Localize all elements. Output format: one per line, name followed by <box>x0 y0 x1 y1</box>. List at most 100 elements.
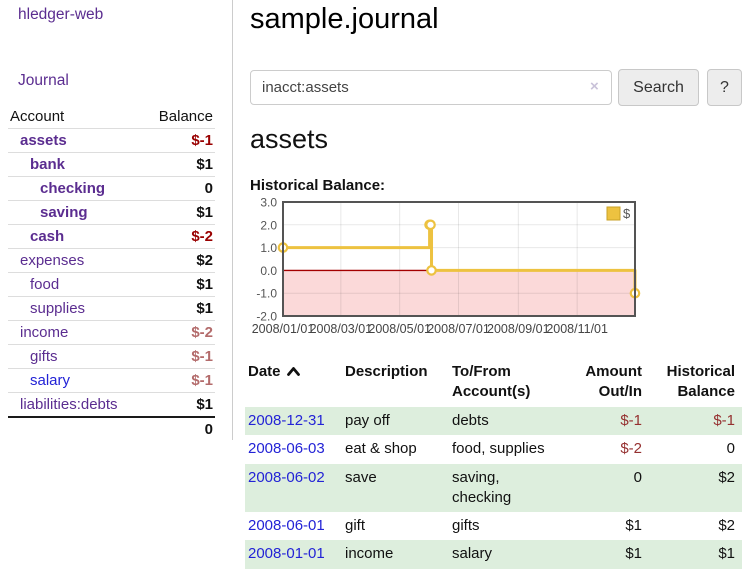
accounts-col-balance: Balance <box>158 107 213 125</box>
account-balance: 0 <box>204 180 213 197</box>
transaction-date-link[interactable]: 2008-06-03 <box>248 440 325 458</box>
x-tick-label: 2008/05/01 <box>368 322 431 336</box>
transaction-accounts: saving, checking <box>452 468 512 506</box>
sidebar-divider <box>232 0 233 440</box>
negative-region <box>283 270 635 316</box>
y-tick-label: 0.0 <box>260 264 277 278</box>
account-row: salary $-1 <box>8 368 215 392</box>
account-balance: $-1 <box>191 348 213 365</box>
y-tick-label: -1.0 <box>256 287 277 301</box>
y-tick-label: 3.0 <box>260 198 277 210</box>
account-link-supplies[interactable]: supplies <box>30 300 86 317</box>
account-row: food $1 <box>8 272 215 296</box>
register-col-date-label: Date <box>248 363 281 380</box>
register-col-amount: Amount Out/In <box>585 363 642 400</box>
accounts-table: Account Balance assets $-1 bank $1 check… <box>8 104 215 441</box>
data-point-marker <box>425 219 436 231</box>
transaction-description: save <box>345 468 377 486</box>
accounts-header: Account Balance <box>8 104 215 128</box>
legend-swatch <box>606 206 621 221</box>
transaction-balance: $1 <box>718 545 735 563</box>
x-tick-label: 2008/09/01 <box>487 322 550 336</box>
account-link-checking[interactable]: checking <box>40 180 106 197</box>
account-link-food[interactable]: food <box>30 276 60 293</box>
transaction-balance: $2 <box>718 468 735 486</box>
transaction-date-link[interactable]: 2008-01-01 <box>248 545 325 563</box>
legend-label: $ <box>623 206 631 221</box>
account-balance: $1 <box>196 396 213 413</box>
account-balance: $1 <box>196 300 213 317</box>
account-row: cash $-2 <box>8 224 215 248</box>
balance-chart-svg: $3.0 2.0 1.0 0.0 -1.0 -2.02008/01/012008/03/0… <box>252 196 641 336</box>
account-row: expenses $2 <box>8 248 215 272</box>
transaction-accounts: food, supplies <box>452 440 545 458</box>
register-row: 2008-12-31 pay off debts $-1 $-1 <box>245 407 742 436</box>
search-form: × Search ? <box>250 69 742 106</box>
account-balance: $-2 <box>191 228 213 245</box>
transaction-amount: $1 <box>625 517 642 534</box>
account-row: bank $1 <box>8 152 215 176</box>
transaction-balance: $-1 <box>713 412 735 429</box>
transaction-accounts: gifts <box>452 517 480 534</box>
chart-title: Historical Balance: <box>250 177 386 194</box>
accounts-total-value: 0 <box>204 421 213 438</box>
account-link-liabilities-debts[interactable]: liabilities:debts <box>20 396 118 413</box>
account-link-saving[interactable]: saving <box>40 204 88 221</box>
accounts-total-row: 0 <box>8 416 215 441</box>
transaction-date-link[interactable]: 2008-12-31 <box>248 412 325 429</box>
account-balance: $1 <box>196 204 213 221</box>
clear-search-icon[interactable]: × <box>590 78 599 95</box>
transaction-amount: $-2 <box>620 440 642 458</box>
search-button[interactable]: Search <box>618 69 699 106</box>
historical-balance-chart: $3.0 2.0 1.0 0.0 -1.0 -2.0 2008/01/01 2008/03/0… <box>245 196 645 346</box>
account-link-bank[interactable]: bank <box>30 156 66 173</box>
account-link-salary[interactable]: salary <box>30 372 71 389</box>
register-row: 2008-06-03 eat & shop food, supplies $-2… <box>245 435 742 463</box>
register-col-description: Description <box>345 363 428 380</box>
account-balance: $1 <box>196 276 213 293</box>
account-balance: $-1 <box>191 372 213 389</box>
account-link-income[interactable]: income <box>20 324 69 341</box>
register-row: 2008-06-02 save saving, checking 0 $2 <box>245 463 742 512</box>
y-tick-label: 2.0 <box>260 218 277 232</box>
transaction-amount: $-1 <box>620 412 642 429</box>
account-row: checking 0 <box>8 176 215 200</box>
account-link-assets[interactable]: assets <box>20 132 67 149</box>
account-row: supplies $1 <box>8 296 215 320</box>
help-button[interactable]: ? <box>707 69 742 106</box>
chart-border <box>282 201 636 317</box>
transaction-amount: $1 <box>625 545 642 563</box>
accounts-col-account: Account <box>10 107 65 125</box>
brand-link[interactable]: hledger-web <box>18 6 104 23</box>
account-balance: $2 <box>196 252 213 269</box>
account-balance: $1 <box>196 156 213 173</box>
transaction-balance: 0 <box>726 440 735 458</box>
sort-ascending-icon <box>286 367 300 376</box>
account-row: assets $-1 <box>8 128 215 152</box>
transaction-balance: $2 <box>718 517 735 534</box>
transaction-description: gift <box>345 517 366 534</box>
account-link-cash[interactable]: cash <box>30 228 65 245</box>
transaction-description: pay off <box>345 412 390 429</box>
account-balance: $-2 <box>191 324 213 341</box>
transaction-date-link[interactable]: 2008-06-01 <box>248 517 325 534</box>
sidebar-item-journal[interactable]: Journal <box>18 72 69 89</box>
transaction-date-link[interactable]: 2008-06-02 <box>248 468 325 486</box>
account-row: gifts $-1 <box>8 344 215 368</box>
transaction-accounts: debts <box>452 412 489 429</box>
x-tick-label: 2008/03/01 <box>310 322 373 336</box>
account-balance: $-1 <box>191 132 213 149</box>
account-row: saving $1 <box>8 200 215 224</box>
register-row: 2008-06-01 gift gifts $1 $2 <box>245 512 742 540</box>
transaction-amount: 0 <box>633 468 642 486</box>
register-col-balance: Historical Balance <box>666 363 735 400</box>
y-tick-label: -2.0 <box>256 310 277 324</box>
x-tick-label: 2008/07/01 <box>427 322 490 336</box>
account-heading: assets <box>250 124 329 154</box>
register-col-date[interactable]: Date <box>245 360 342 407</box>
transaction-description: eat & shop <box>345 440 417 458</box>
account-link-gifts[interactable]: gifts <box>30 348 58 365</box>
account-link-expenses[interactable]: expenses <box>20 252 85 269</box>
search-input[interactable] <box>250 70 612 105</box>
register-row: 2008-01-01 income salary $1 $1 <box>245 540 742 569</box>
